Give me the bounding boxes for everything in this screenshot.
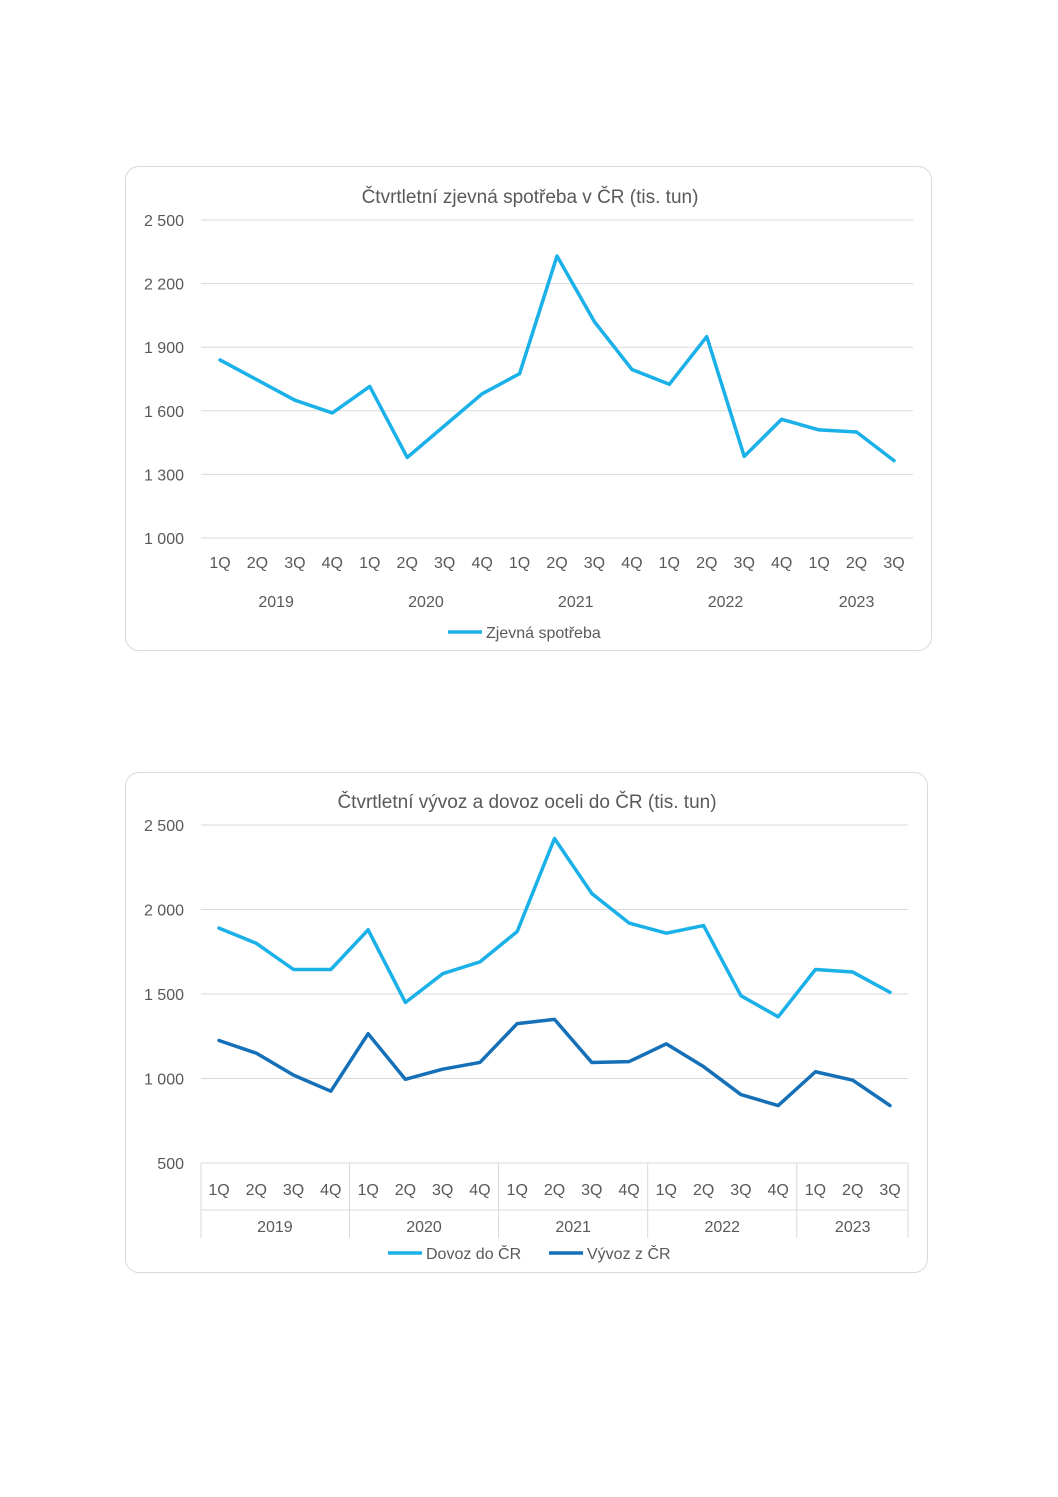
chart-card-trade: Čtvrtletní vývoz a dovoz oceli do ČR (ti… (125, 772, 928, 1273)
year-label: 2021 (558, 594, 594, 611)
x-tick-label: 4Q (621, 555, 642, 572)
x-tick-label: 4Q (322, 555, 343, 572)
year-label: 2023 (835, 1219, 871, 1236)
x-tick-label: 1Q (208, 1182, 229, 1199)
x-tick-label: 2Q (696, 555, 717, 572)
x-tick-label: 1Q (808, 555, 829, 572)
y-tick-label: 1 000 (144, 1072, 184, 1089)
x-tick-label: 3Q (730, 1182, 751, 1199)
x-tick-label: 4Q (618, 1182, 639, 1199)
x-tick-label: 2Q (395, 1182, 416, 1199)
x-tick-label: 1Q (509, 555, 530, 572)
y-tick-label: 1 600 (144, 404, 184, 421)
series-line-0 (217, 836, 892, 1019)
x-tick-label: 3Q (883, 555, 904, 572)
y-tick-label: 2 500 (144, 818, 184, 835)
x-tick-label: 4Q (320, 1182, 341, 1199)
legend-label: Dovoz do ČR (426, 1244, 521, 1263)
trade-chart: Čtvrtletní vývoz a dovoz oceli do ČR (ti… (144, 791, 909, 1263)
x-tick-label: 3Q (284, 555, 305, 572)
y-tick-label: 1 900 (144, 340, 184, 357)
series-line-0 (218, 254, 896, 463)
y-tick-label: 1 500 (144, 987, 184, 1004)
x-tick-label: 1Q (805, 1182, 826, 1199)
chart-title: Čtvrtletní zjevná spotřeba v ČR (tis. tu… (362, 186, 699, 208)
x-tick-label: 4Q (469, 1182, 490, 1199)
x-tick-label: 3Q (581, 1182, 602, 1199)
legend-label: Vývoz z ČR (587, 1244, 671, 1263)
y-tick-label: 2 500 (144, 213, 184, 230)
series-line-1 (217, 1017, 892, 1108)
y-tick-label: 2 200 (144, 277, 184, 294)
x-tick-label: 1Q (656, 1182, 677, 1199)
x-tick-label: 2Q (546, 555, 567, 572)
year-label: 2022 (708, 594, 744, 611)
x-tick-label: 3Q (584, 555, 605, 572)
year-label: 2019 (257, 1219, 293, 1236)
x-tick-label: 2Q (846, 555, 867, 572)
x-tick-label: 3Q (734, 555, 755, 572)
chart-title: Čtvrtletní vývoz a dovoz oceli do ČR (ti… (337, 791, 716, 813)
x-tick-label: 3Q (879, 1182, 900, 1199)
year-label: 2021 (555, 1219, 591, 1236)
y-tick-label: 2 000 (144, 903, 184, 920)
x-tick-label: 2Q (246, 1182, 267, 1199)
year-label: 2023 (839, 594, 875, 611)
y-tick-label: 500 (157, 1156, 184, 1173)
x-tick-label: 2Q (842, 1182, 863, 1199)
year-label: 2020 (408, 594, 444, 611)
consumption-chart: Čtvrtletní zjevná spotřeba v ČR (tis. tu… (144, 186, 913, 642)
x-tick-label: 4Q (767, 1182, 788, 1199)
y-tick-label: 1 000 (144, 531, 184, 548)
year-label: 2019 (258, 594, 294, 611)
x-tick-label: 3Q (432, 1182, 453, 1199)
chart-card-consumption: Čtvrtletní zjevná spotřeba v ČR (tis. tu… (125, 166, 932, 651)
x-tick-label: 3Q (434, 555, 455, 572)
year-label: 2022 (704, 1219, 740, 1236)
x-tick-label: 1Q (507, 1182, 528, 1199)
x-tick-label: 3Q (283, 1182, 304, 1199)
x-tick-label: 2Q (397, 555, 418, 572)
x-tick-label: 2Q (247, 555, 268, 572)
x-tick-label: 2Q (544, 1182, 565, 1199)
x-tick-label: 1Q (659, 555, 680, 572)
x-tick-label: 2Q (693, 1182, 714, 1199)
x-tick-label: 4Q (471, 555, 492, 572)
legend-label: Zjevná spotřeba (486, 625, 601, 642)
y-tick-label: 1 300 (144, 467, 184, 484)
x-tick-label: 1Q (209, 555, 230, 572)
year-label: 2020 (406, 1219, 442, 1236)
x-tick-label: 1Q (359, 555, 380, 572)
x-tick-label: 1Q (357, 1182, 378, 1199)
x-tick-label: 4Q (771, 555, 792, 572)
